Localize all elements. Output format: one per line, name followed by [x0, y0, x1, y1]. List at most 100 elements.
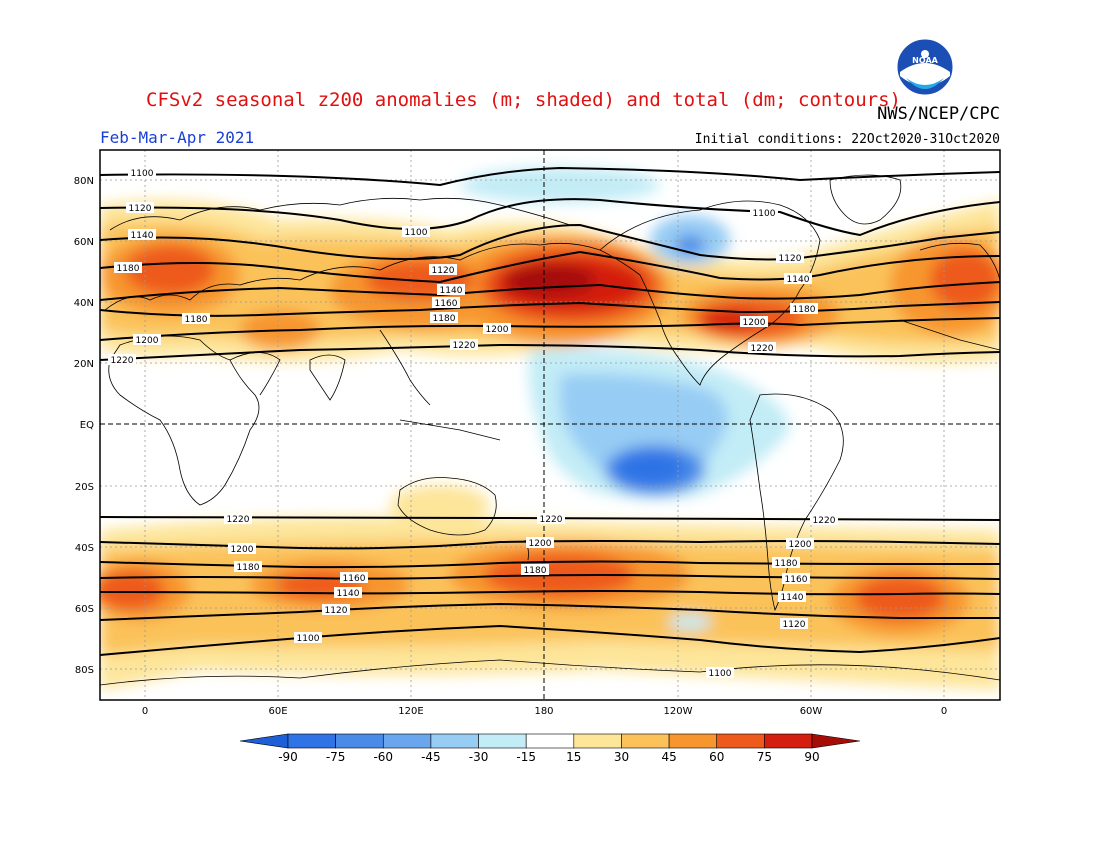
contour-label-group: 1100 1120 1140 1180 1180 1200 1220 1100 …	[108, 167, 838, 679]
contour-label: 1180	[182, 313, 210, 325]
contour-label: 1180	[790, 303, 818, 315]
colorbar-tick-label: 90	[804, 750, 819, 764]
svg-text:1200: 1200	[789, 540, 812, 550]
colorbar-swatch	[430, 733, 479, 749]
colorbar-swatch	[764, 733, 813, 749]
contour-label: 1200	[526, 537, 554, 549]
lon-label: 0	[142, 706, 148, 717]
lat-label: 20N	[74, 359, 94, 370]
initial-conditions: Initial conditions: 22Oct2020-31Oct2020	[694, 132, 1000, 147]
colorbar-tick-label: 45	[661, 750, 676, 764]
svg-text:1100: 1100	[297, 634, 320, 644]
colorbar-tick-label: 15	[566, 750, 581, 764]
contour-label: 1100	[128, 167, 156, 179]
lon-label: 120E	[398, 706, 423, 717]
lat-label: 80N	[74, 176, 94, 187]
svg-text:1180: 1180	[237, 563, 260, 573]
contour-label: 1100	[294, 632, 322, 644]
latitude-axis: 80N 60N 40N 20N EQ 20S 40S 60S 80S	[74, 176, 94, 676]
svg-text:1220: 1220	[540, 515, 563, 525]
svg-text:1220: 1220	[813, 516, 836, 526]
colorbar-swatch	[573, 733, 622, 749]
svg-text:1140: 1140	[787, 275, 810, 285]
contour-label: 1100	[402, 226, 430, 238]
svg-text:1100: 1100	[709, 669, 732, 679]
contour-label: 1220	[450, 339, 478, 351]
svg-text:1140: 1140	[337, 589, 360, 599]
contour-label: 1220	[810, 514, 838, 526]
svg-text:1220: 1220	[453, 341, 476, 351]
svg-text:1180: 1180	[185, 315, 208, 325]
contour-label: 1100	[750, 207, 778, 219]
lon-label: 120W	[664, 706, 693, 717]
contour-label: 1140	[128, 229, 156, 241]
svg-text:1120: 1120	[325, 606, 348, 616]
colorbar-tick-label: 30	[614, 750, 629, 764]
svg-text:1120: 1120	[783, 620, 806, 630]
colorbar-tick-label: -45	[421, 750, 441, 764]
contour-label: 1200	[133, 334, 161, 346]
agency-label: NWS/NCEP/CPC	[877, 104, 1000, 124]
contour-label: 1160	[340, 572, 368, 584]
colorbar-tick-label: -15	[516, 750, 536, 764]
colorbar-tick-label: -30	[469, 750, 489, 764]
colorbar: -90 -75 -60 -45 -30 -15 15 30 45 60 75 90	[239, 733, 861, 764]
contour-label: 1220	[224, 513, 252, 525]
svg-text:1180: 1180	[524, 566, 547, 576]
map-title: CFSv2 seasonal z200 anomalies (m; shaded…	[146, 89, 901, 111]
contour-label: 1120	[780, 618, 808, 630]
svg-text:1160: 1160	[785, 575, 808, 585]
svg-text:1120: 1120	[779, 254, 802, 264]
svg-text:1140: 1140	[781, 593, 804, 603]
contour-label: 1140	[437, 284, 465, 296]
plot-frame	[99, 149, 1001, 701]
svg-text:1200: 1200	[136, 336, 159, 346]
contour-label: 1200	[740, 316, 768, 328]
colorbar-min-arrow	[239, 733, 289, 749]
colorbar-swatch	[335, 733, 384, 749]
contour-label: 1180	[114, 262, 142, 274]
noaa-logo: NOAA	[896, 38, 954, 96]
svg-text:1160: 1160	[435, 299, 458, 309]
contour-label: 1120	[776, 252, 804, 264]
contour-label: 1120	[322, 604, 350, 616]
svg-text:1100: 1100	[753, 209, 776, 219]
colorbar-swatch	[287, 733, 336, 749]
svg-text:1200: 1200	[486, 325, 509, 335]
contour-label: 1180	[772, 557, 800, 569]
contour-label: 1180	[521, 564, 549, 576]
svg-text:1120: 1120	[432, 266, 455, 276]
logo-text: NOAA	[912, 56, 938, 65]
contour-label: 1140	[784, 273, 812, 285]
grid	[100, 150, 1000, 700]
svg-text:1200: 1200	[743, 318, 766, 328]
svg-text:1180: 1180	[117, 264, 140, 274]
contour-label: 1180	[430, 312, 458, 324]
colorbar-swatch	[382, 733, 432, 749]
lat-label: 60N	[74, 237, 94, 248]
svg-text:1220: 1220	[227, 515, 250, 525]
contour-label: 1160	[782, 573, 810, 585]
colorbar-tick-label: -75	[326, 750, 346, 764]
contour-label: 1200	[483, 323, 511, 335]
svg-text:1140: 1140	[131, 231, 154, 241]
contour-label: 1120	[429, 264, 457, 276]
colorbar-swatch	[621, 733, 670, 749]
colorbar-swatch	[668, 733, 718, 749]
colorbar-tick-label: 60	[709, 750, 724, 764]
equator-dateline	[100, 150, 1000, 700]
contour-label: 1220	[108, 354, 136, 366]
colorbar-swatch	[478, 733, 527, 749]
lat-label: 20S	[75, 482, 94, 493]
svg-text:1100: 1100	[405, 228, 428, 238]
svg-text:1140: 1140	[440, 286, 463, 296]
svg-text:1200: 1200	[231, 545, 254, 555]
svg-text:1200: 1200	[529, 539, 552, 549]
svg-text:1120: 1120	[129, 204, 152, 214]
svg-text:1180: 1180	[793, 305, 816, 315]
lon-label: 180	[534, 706, 553, 717]
forecast-period: Feb-Mar-Apr 2021	[100, 128, 255, 147]
longitude-axis: 0 60E 120E 180 120W 60W 0	[142, 706, 947, 717]
svg-text:1180: 1180	[433, 314, 456, 324]
